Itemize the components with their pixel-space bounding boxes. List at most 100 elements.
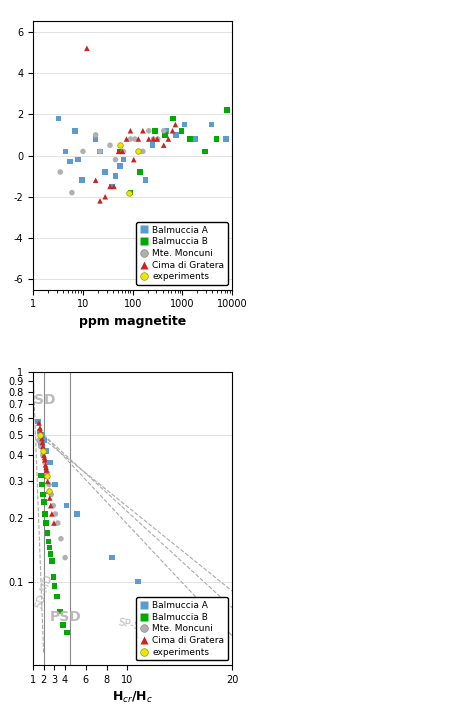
Point [62, 146, 70, 157]
Point [40, 435, 48, 446]
Point [63, 500, 71, 511]
Point [55, 113, 62, 124]
Point [169, 113, 177, 124]
Point [36, 429, 44, 440]
Point [54, 518, 62, 529]
Point [59, 619, 67, 631]
Point [135, 146, 142, 157]
Point [46, 457, 54, 468]
Point [38, 437, 46, 448]
Point [112, 154, 119, 165]
Point [79, 146, 87, 157]
Point [163, 125, 171, 137]
Point [119, 154, 127, 165]
Point [44, 528, 51, 539]
Point [178, 125, 185, 137]
Point [83, 43, 91, 54]
Point [43, 470, 51, 481]
X-axis label: H$_{cr}$/H$_c$: H$_{cr}$/H$_c$ [112, 690, 153, 705]
Point [131, 133, 138, 144]
Point [43, 464, 50, 475]
Point [39, 450, 46, 461]
Point [123, 133, 130, 144]
Point [73, 508, 81, 520]
Point [48, 556, 55, 567]
Point [96, 195, 104, 207]
Point [92, 129, 100, 141]
Point [37, 441, 45, 453]
Point [181, 119, 188, 130]
Point [42, 462, 50, 473]
Point [139, 125, 146, 137]
Point [127, 187, 134, 198]
Point [47, 500, 55, 511]
Point [45, 485, 53, 497]
Point [145, 125, 153, 137]
Point [68, 187, 76, 198]
Point [136, 167, 144, 178]
Point [41, 508, 49, 520]
Point [186, 133, 193, 144]
Point [116, 160, 124, 172]
Point [40, 450, 48, 461]
Point [40, 445, 47, 456]
Point [101, 191, 109, 202]
Point [41, 452, 48, 463]
Text: PSD: PSD [50, 610, 82, 623]
Point [37, 470, 45, 481]
Point [42, 459, 49, 470]
Point [46, 548, 54, 560]
Point [39, 429, 46, 440]
Point [43, 518, 50, 529]
Point [223, 104, 231, 116]
Point [56, 167, 64, 178]
Point [56, 606, 64, 617]
Point [96, 146, 104, 157]
Point [50, 518, 58, 529]
Point [149, 139, 156, 151]
Point [106, 181, 114, 192]
Legend: Balmuccia A, Balmuccia B, Mte. Moncuni, Cima di Gratera, experiments: Balmuccia A, Balmuccia B, Mte. Moncuni, … [136, 597, 228, 661]
Point [61, 552, 69, 563]
Text: SD-MD: SD-MD [34, 573, 54, 610]
Point [78, 174, 86, 186]
Point [48, 508, 55, 520]
Point [37, 429, 45, 440]
Point [162, 129, 169, 141]
Point [106, 139, 114, 151]
Point [151, 125, 159, 137]
Point [43, 470, 50, 481]
Point [39, 441, 47, 453]
Point [74, 154, 82, 165]
Point [160, 125, 167, 137]
Point [53, 591, 61, 602]
Point [36, 425, 43, 437]
Point [45, 536, 52, 547]
Point [41, 454, 49, 465]
Point [36, 422, 44, 433]
Point [40, 496, 48, 508]
Point [43, 467, 51, 478]
Point [115, 146, 122, 157]
Point [64, 627, 71, 638]
Point [41, 457, 49, 468]
Point [135, 133, 142, 144]
Point [169, 125, 176, 137]
Point [46, 493, 54, 504]
Point [42, 445, 50, 456]
Point [213, 133, 220, 144]
X-axis label: ppm magnetite: ppm magnetite [79, 315, 186, 328]
Point [150, 133, 157, 144]
Point [126, 187, 133, 198]
Point [142, 174, 149, 186]
Point [38, 433, 46, 444]
Point [46, 542, 53, 553]
Point [44, 475, 52, 487]
Text: SD: SD [34, 393, 55, 408]
Point [92, 133, 100, 144]
Point [72, 125, 79, 137]
Point [51, 479, 59, 490]
Point [49, 500, 57, 511]
Point [108, 552, 116, 563]
Point [134, 576, 142, 587]
